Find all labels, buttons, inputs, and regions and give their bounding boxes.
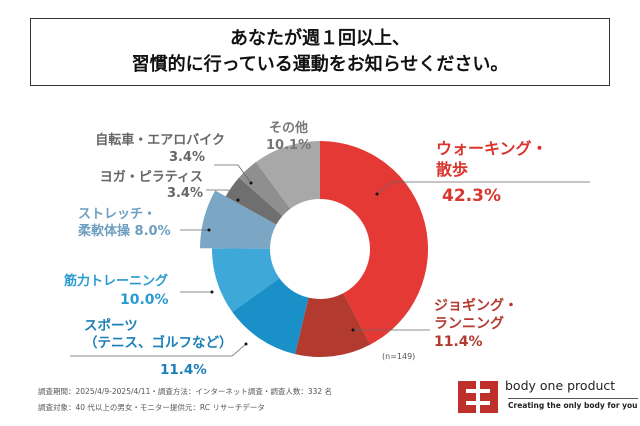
leader-dot [210,290,214,294]
label-jogging-value: 11.4% [434,334,483,350]
label-other-name: その他 [269,121,309,136]
leader-line [206,189,239,201]
brand-name: body one product [505,378,616,393]
slice-bike [238,162,291,216]
label-walking-value: 42.3% [442,186,501,206]
brand-logo-icon [458,381,498,413]
label-yoga: ヨガ・ピラティス 3.4% [86,170,203,202]
survey-target: 調査対象：40 代以上の男女・モニター提供元：RC リサーチデータ [38,403,265,412]
label-walking-name1: ウォーキング・ [436,139,548,158]
label-bike-name: 自転車・エアロバイク [95,133,225,148]
leader-dot [244,342,248,346]
sample-size: (n=149) [382,352,416,361]
label-jogging-name2: ランニング [434,316,504,332]
slice-yoga [225,177,283,225]
label-jogging: ジョギング・ ランニング 11.4% [434,297,518,351]
slice-stretch [200,190,277,249]
leader-line [214,164,252,184]
label-yoga-name: ヨガ・ピラティス [99,170,203,185]
label-sports: スポーツ （テニス、ゴルフなど） 11.4% [84,318,233,379]
label-walking: ウォーキング・ 散歩 42.3% [436,138,548,207]
leader-line [376,181,590,195]
leader-dot [236,198,240,202]
leader-dot [375,192,379,196]
slice-jogging [295,293,371,357]
slice-strength [212,248,280,312]
slice-sports [232,278,309,355]
label-sports-name2: （テニス、ゴルフなど） [84,335,233,351]
label-other: その他 10.1% [266,120,311,154]
label-stretch-name1: ストレッチ・ [78,207,157,222]
label-sports-name1: スポーツ [84,318,138,334]
slice-other [255,141,320,209]
leader-dot [351,328,355,332]
label-jogging-name1: ジョギング・ [434,298,518,314]
label-strength-name: 筋力トレーニング [64,274,169,289]
label-yoga-value: 3.4% [166,186,203,201]
brand-tagline: Creating the only body for you [508,398,638,410]
label-walking-name2: 散歩 [436,160,469,179]
label-other-value: 10.1% [266,138,312,153]
label-stretch: ストレッチ・ 柔軟体操 8.0% [78,206,171,240]
title-line-2: 習慣的に行っている運動をお知らせください。 [131,54,509,75]
label-bike: 自転車・エアロバイク 3.4% [78,132,225,166]
survey-period: 調査期間：2025/4/9-2025/4/11・調査方法：インターネット調査・調… [38,387,333,396]
leader-dot [249,181,253,185]
question-title: あなたが週１回以上、 習慣的に行っている運動をお知らせください。 [30,18,610,86]
leader-dot [207,228,211,232]
slice-walking [320,141,428,345]
label-strength: 筋力トレーニング 10.0% [64,272,169,310]
label-strength-value: 10.0% [120,292,169,308]
title-line-1: あなたが週１回以上、 [230,28,410,49]
leader-line [70,343,247,357]
label-stretch-name2: 柔軟体操 [78,224,131,239]
label-sports-value: 11.4% [160,362,207,378]
label-bike-value: 3.4% [168,150,205,165]
label-stretch-value: 8.0% [134,224,171,239]
